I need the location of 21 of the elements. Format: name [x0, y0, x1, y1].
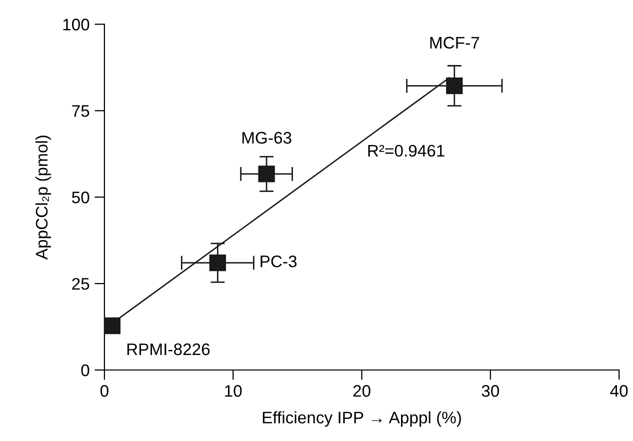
point [209, 254, 226, 272]
y-axis-title: AppCCl₂p (pmol) [35, 136, 51, 260]
point [258, 166, 275, 182]
annotation: MCF-7 [430, 36, 480, 49]
x-axis-title: Efficiency IPP → Apppl (%) [262, 411, 461, 427]
x-tick-label: 30 [482, 385, 500, 397]
point [446, 77, 463, 94]
y-tick-label: 75 [72, 105, 90, 117]
x-tick-label: 0 [100, 385, 108, 397]
y-tick-label: 25 [72, 278, 90, 290]
annotation: MG-63 [242, 132, 292, 144]
x-tick-label: 10 [225, 385, 242, 397]
y-tick-label: 50 [72, 192, 90, 204]
point [104, 317, 120, 334]
x-tick-label: 40 [610, 385, 628, 397]
x-tick-label: 20 [353, 385, 370, 397]
annotation: R²=0.9461 [368, 144, 444, 157]
y-tick-label: 100 [63, 18, 90, 30]
y-tick-label: 0 [81, 364, 90, 376]
annotation: RPMI-8226 [127, 343, 210, 356]
annotation: PC-3 [260, 255, 297, 268]
